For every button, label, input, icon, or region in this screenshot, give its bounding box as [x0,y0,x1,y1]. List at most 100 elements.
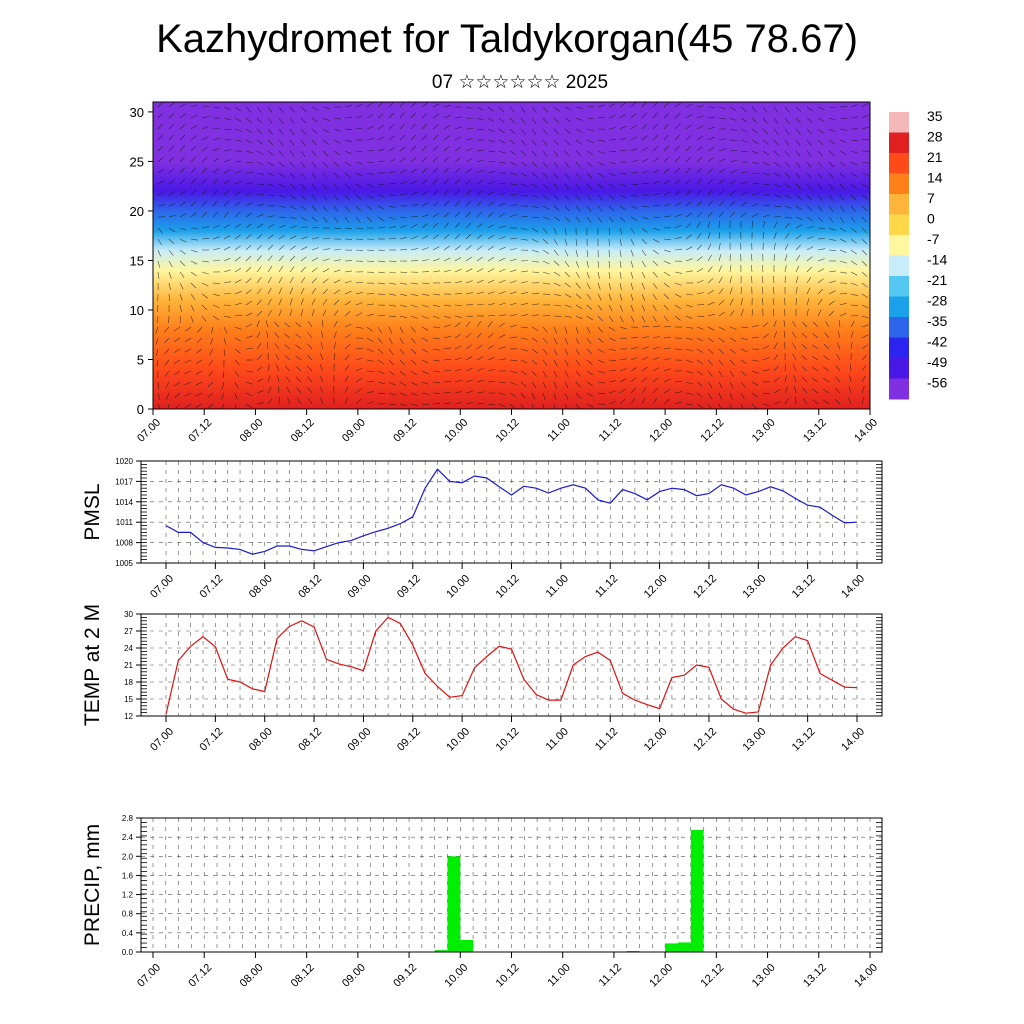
color-scale-label: 35 [927,108,943,124]
y-tick-label: 1005 [115,559,133,568]
x-tick-label: 11.00 [544,573,571,600]
x-tick-label: 09.00 [340,417,368,445]
color-scale-label: 14 [927,170,943,186]
y-tick-label: 0.8 [122,910,134,919]
x-tick-label: 13.00 [750,417,778,445]
x-tick-label: 12.12 [699,962,727,990]
color-swatch [889,214,909,236]
y-tick-label: 30 [130,105,144,120]
x-tick-label: 09.12 [391,962,419,990]
y-tick-label: 27 [124,627,133,636]
x-tick-label: 13.12 [790,573,818,601]
color-scale-label: 7 [927,190,935,206]
y-tick-label: 1.2 [122,891,134,900]
y-tick-label: 15 [130,253,144,268]
y-axis-title: PMSL [81,483,104,540]
minor-ticks [141,613,882,717]
x-tick-label: 12.12 [691,726,719,754]
x-tick-label: 07.12 [198,573,226,601]
grid [141,460,882,564]
x-tick-label: 11.00 [545,417,572,444]
series-line [165,468,858,555]
color-scale-label: -14 [927,252,947,268]
x-tick-label: 13.00 [750,962,778,990]
y-tick-label: 2.0 [122,852,134,861]
y-tick-label: 1.6 [122,871,134,880]
x-tick-label: 13.12 [801,962,829,990]
y-tick-label: 20 [130,204,144,219]
precip-bar [447,856,461,952]
color-scale-label: -56 [927,375,947,391]
series-line [165,616,858,715]
color-scale-label: -21 [927,272,947,288]
x-tick-label: 12.12 [699,417,727,445]
y-tick-label: 1011 [116,518,134,527]
temp-panel: 12 15 18 21 24 27 30 07.00 07.12 08.00 08.12 09.00 0… [81,604,883,754]
x-tick-label: 12.00 [642,726,670,754]
x-tick-label: 13.12 [790,726,818,754]
x-tick-label: 07.12 [186,962,214,990]
color-swatch [889,235,909,256]
minor-ticks [141,460,882,564]
x-tick-label: 12.00 [642,573,670,601]
x-tick-label: 07.00 [135,417,163,445]
y-axis-title: PRECIP, mm [81,824,104,946]
y-tick-label: 0 [137,402,144,417]
x-tick-label: 14.00 [839,726,867,754]
x-tick-label: 11.00 [544,726,571,753]
x-tick-label: 08.12 [296,573,324,601]
x-tick-label: 11.12 [593,726,620,753]
x-tick-label: 07.00 [148,726,176,754]
chart-subtitle: 07 ☆☆☆☆☆☆ 2025 [431,72,609,93]
x-tick-label: 09.12 [391,417,419,445]
x-tick-label: 10.00 [444,573,472,601]
color-swatch [889,132,909,154]
x-tick-label: 14.00 [852,962,880,990]
wind-vector-field [155,102,870,409]
x-tick-label: 08.00 [238,417,266,445]
y-tick-label: 1017 [115,477,133,486]
x-tick-label: 10.12 [494,417,522,445]
grid [141,817,882,953]
color-swatch [889,276,909,297]
y-tick-label: 18 [124,678,133,687]
color-swatch [889,378,909,400]
y-tick-label: 1020 [115,457,133,466]
color-scale-label: 0 [927,211,935,227]
precip-bar [460,940,474,952]
x-tick-label: 10.00 [442,962,470,990]
y-tick-label: 2.8 [122,814,134,823]
precip-bar [690,830,704,952]
precip-panel: 0.0 0.4 0.8 1.2 1.6 2.0 2.4 2.8 07.00 07.12 08.00 0… [81,814,883,990]
x-tick-label: 14.00 [852,417,880,445]
y-tick-label: 25 [130,154,144,169]
color-scale-label: -35 [927,313,947,329]
y-tick-label: 24 [124,644,133,653]
y-tick-label: 21 [124,661,133,670]
x-tick-label: 08.12 [289,962,317,990]
y-tick-label: 0.0 [122,948,134,957]
chart-title: Kazhydromet for Taldykorgan(45 78.67) [156,17,858,61]
temperature-field [153,102,870,409]
x-tick-label: 09.12 [395,573,423,601]
x-tick-label: 10.12 [494,726,522,754]
color-scale-legend: 35 28 21 14 7 0 -7 -14 -21 -28 -35 -42 -49 -56 [889,108,947,400]
x-tick-label: 12.12 [691,573,719,601]
x-tick-label: 13.00 [740,573,768,601]
precip-bar [677,942,691,952]
y-tick-label: 2.4 [122,833,134,842]
y-axis-title: TEMP at 2 M [81,604,104,726]
panel-frame [140,460,883,564]
x-tick-label: 08.00 [238,962,266,990]
y-tick-label: 10 [130,303,144,318]
x-tick-label: 10.00 [442,417,470,445]
color-swatch [889,255,909,277]
x-tick-label: 08.12 [289,417,317,445]
x-tick-label: 12.00 [647,962,675,990]
x-tick-label: 07.12 [198,726,226,754]
y-tick-label: 15 [124,695,133,704]
pmsl-panel: 1005 1008 1011 1014 1017 1020 07.00 07.12 08.00 0… [81,457,883,601]
x-tick-label: 14.00 [839,573,867,601]
color-swatch [889,194,909,215]
color-swatch [889,112,909,133]
